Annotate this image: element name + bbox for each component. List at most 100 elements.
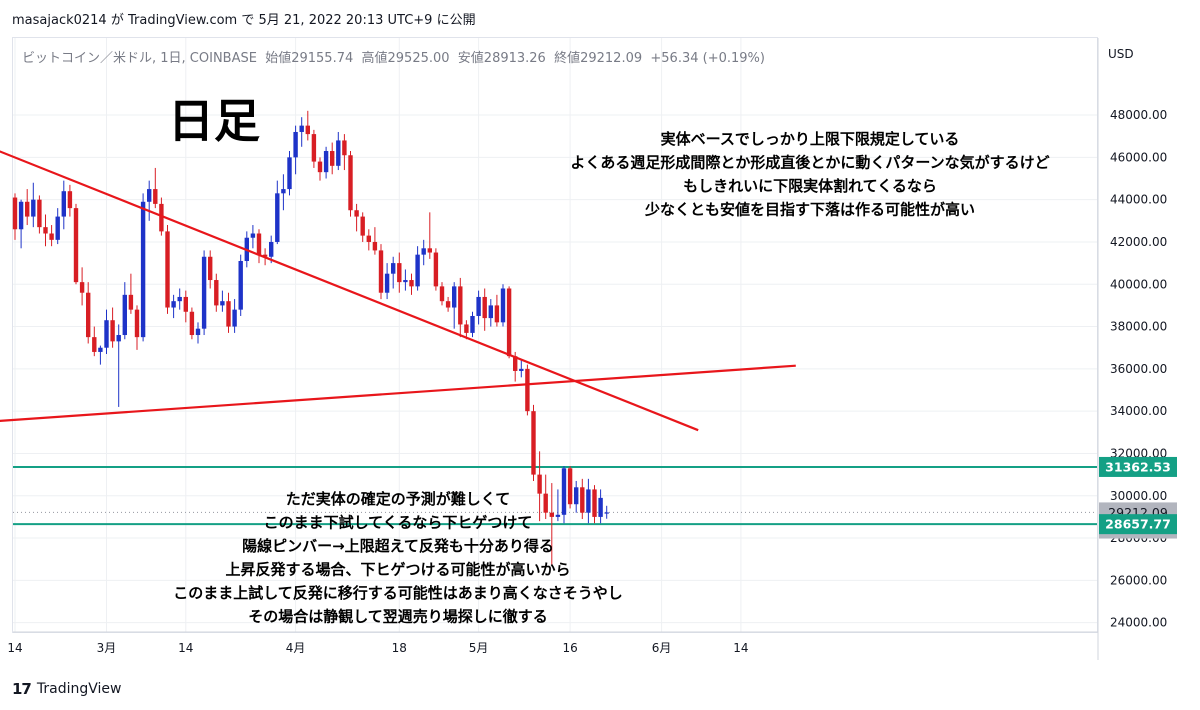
tradingview-branding: 17 TradingView [12, 680, 121, 698]
candle-body [543, 493, 548, 513]
candle-body [12, 197, 18, 230]
candle-body [43, 227, 48, 234]
candle-body [391, 263, 396, 274]
candle-body [86, 292, 91, 338]
price-tag-level [1099, 514, 1177, 535]
candle-body [256, 233, 262, 255]
x-tick-label: 6月 [652, 641, 672, 655]
annotation-top-line: 少なくとも安値を目指す下落は作る可能性が高い [644, 201, 975, 219]
x-tick-label: 18 [392, 641, 407, 655]
candle-body [323, 151, 329, 173]
candle-body [128, 294, 134, 310]
candle-body [226, 301, 231, 327]
candle-body [336, 140, 341, 166]
candle-body [208, 256, 213, 281]
candle-body [403, 280, 408, 283]
candle-body [92, 337, 97, 352]
y-tick-label: 36000.00 [1110, 362, 1167, 376]
candle-body [574, 487, 579, 505]
candle-body [214, 280, 219, 306]
candle-body [262, 254, 268, 257]
candle-body [311, 134, 317, 162]
candle-body [269, 241, 274, 257]
candle-body [397, 263, 402, 283]
candle-body [104, 320, 109, 348]
candle-body [348, 155, 353, 211]
candle-body [49, 233, 54, 240]
candle-body [476, 296, 481, 316]
candle-body [586, 489, 591, 513]
candle-body [18, 201, 24, 230]
candle-body [140, 201, 146, 338]
candle-body [604, 512, 609, 514]
candle-body [439, 286, 445, 302]
publish-info: masajack0214 が TradingView.com で 5月 21, … [12, 13, 476, 28]
price-tag-level [1099, 456, 1177, 477]
tradingview-logo-icon: 17 [12, 680, 32, 698]
symbol-ohlc-legend: ビットコイン／米ドル, 1日, COINBASE 始値29155.74 高値29… [22, 51, 765, 66]
candle-body [238, 260, 243, 310]
candle-body [592, 489, 597, 517]
x-tick-label: 3月 [97, 641, 117, 655]
candle-body [525, 368, 530, 412]
candle-body [55, 216, 60, 240]
y-tick-label: 34000.00 [1110, 404, 1167, 418]
annotation-bottom-line: 陽線ピンバー→上限超えて反発も十分あり得る [242, 537, 554, 555]
candle-body [281, 189, 286, 194]
annotation-bottom-line: このまま下試してくるなら下ヒゲつけて [264, 514, 533, 532]
candle-body [153, 189, 158, 204]
x-tick-label: 4月 [286, 641, 306, 655]
candle-body [31, 199, 36, 217]
candle-body [195, 328, 201, 336]
candle-body [342, 140, 347, 156]
y-tick-label: 26000.00 [1110, 573, 1167, 587]
annotation-top-line: もしきれいに下限実体割れてくるなら [683, 177, 937, 195]
candle-body [305, 125, 310, 135]
candle-body [458, 286, 463, 325]
candle-body [25, 201, 30, 217]
candle-body [159, 203, 164, 232]
candle-body [445, 301, 451, 308]
candle-body [433, 252, 439, 287]
candle-body [116, 335, 121, 342]
candle-body [494, 305, 500, 323]
y-tick-label: 46000.00 [1110, 150, 1167, 164]
annotation-bottom-line: このまま上試して反発に移行する可能性はあまり高くなさそうやし [173, 584, 623, 602]
candle-body [384, 273, 390, 293]
candle-body [317, 161, 323, 173]
y-tick-label: 40000.00 [1110, 277, 1167, 291]
candle-body [360, 216, 365, 236]
candle-body [427, 248, 432, 253]
annotation-top-line: 実体ベースでしっかり上限下限規定している [661, 130, 960, 148]
candle-body [531, 411, 536, 475]
candle-body [519, 368, 524, 371]
candle-body [177, 296, 182, 302]
annotation-bottom-line: 上昇反発する場合、下ヒゲつける可能性が高いから [225, 561, 570, 579]
y-tick-label: 30000.00 [1110, 489, 1167, 503]
candle-body [537, 474, 542, 494]
annotation-title: 日足 [168, 94, 260, 148]
x-tick-label: 14 [178, 641, 193, 655]
candle-body [580, 487, 585, 513]
candle-body [500, 288, 506, 323]
annotation-bottom-line: その場合は静観して翌週売り場探しに徹する [248, 608, 548, 626]
candle-body [549, 512, 554, 517]
y-tick-label: 44000.00 [1110, 193, 1167, 207]
candle-body [598, 497, 603, 517]
candle-body [122, 294, 127, 336]
y-tick-label: 24000.00 [1110, 616, 1167, 630]
x-tick-label: 14 [733, 641, 748, 655]
candle-body [147, 189, 152, 202]
candle-body [287, 157, 292, 190]
candle-body [171, 301, 176, 308]
x-tick-label: 5月 [469, 641, 489, 655]
currency-label: USD [1108, 47, 1134, 61]
candle-body [165, 231, 170, 308]
candle-body [110, 320, 115, 342]
candle-body [506, 288, 512, 357]
candle-body [183, 296, 188, 312]
price-tag-label: 28657.77 [1105, 517, 1171, 532]
candle-body [372, 241, 378, 251]
candle-body [73, 208, 79, 283]
